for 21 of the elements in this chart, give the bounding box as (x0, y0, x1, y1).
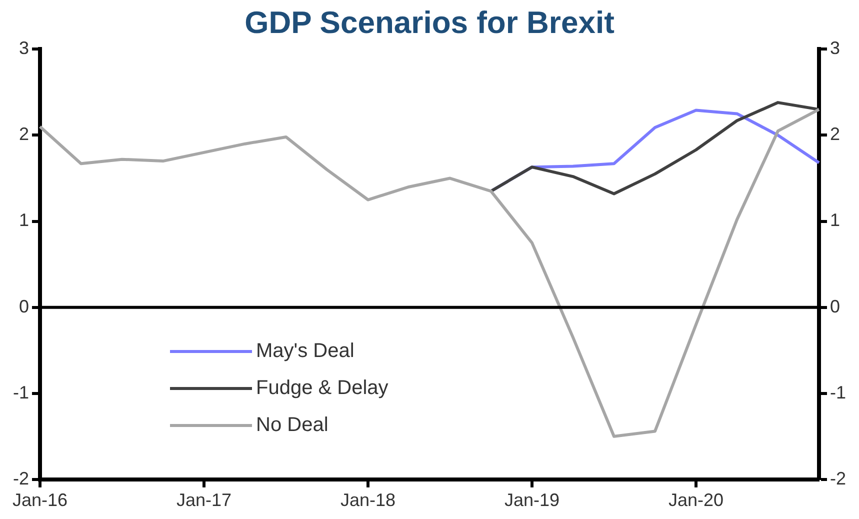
legend-label: Fudge & Delay (256, 377, 388, 400)
y2-tick-label: 3 (830, 38, 840, 58)
y-tick-label: 2 (18, 124, 30, 144)
legend-label: No Deal (256, 414, 328, 438)
x-tick-label: Jan-19 (504, 490, 560, 510)
y-tick-label: 1 (18, 210, 30, 230)
x-tick-label: Jan-16 (12, 490, 68, 510)
x-tick-label: Jan-17 (176, 490, 232, 510)
y-tick-label: 3 (18, 38, 30, 58)
legend-label: May's Deal (256, 340, 354, 364)
chart-title: GDP Scenarios for Brexit (244, 5, 614, 40)
y2-tick-label: -2 (830, 468, 846, 488)
x-tick-label: Jan-18 (340, 490, 396, 510)
y2-tick-label: -1 (830, 382, 846, 402)
x-tick-label: Jan-20 (668, 490, 724, 510)
y2-tick-label: 1 (830, 210, 840, 230)
y-tick-label: -1 (12, 382, 30, 402)
y2-tick-label: 2 (830, 124, 840, 144)
y-tick-label: -2 (12, 468, 30, 488)
y-tick-label: 0 (18, 296, 30, 316)
y2-tick-label: 0 (830, 296, 840, 316)
